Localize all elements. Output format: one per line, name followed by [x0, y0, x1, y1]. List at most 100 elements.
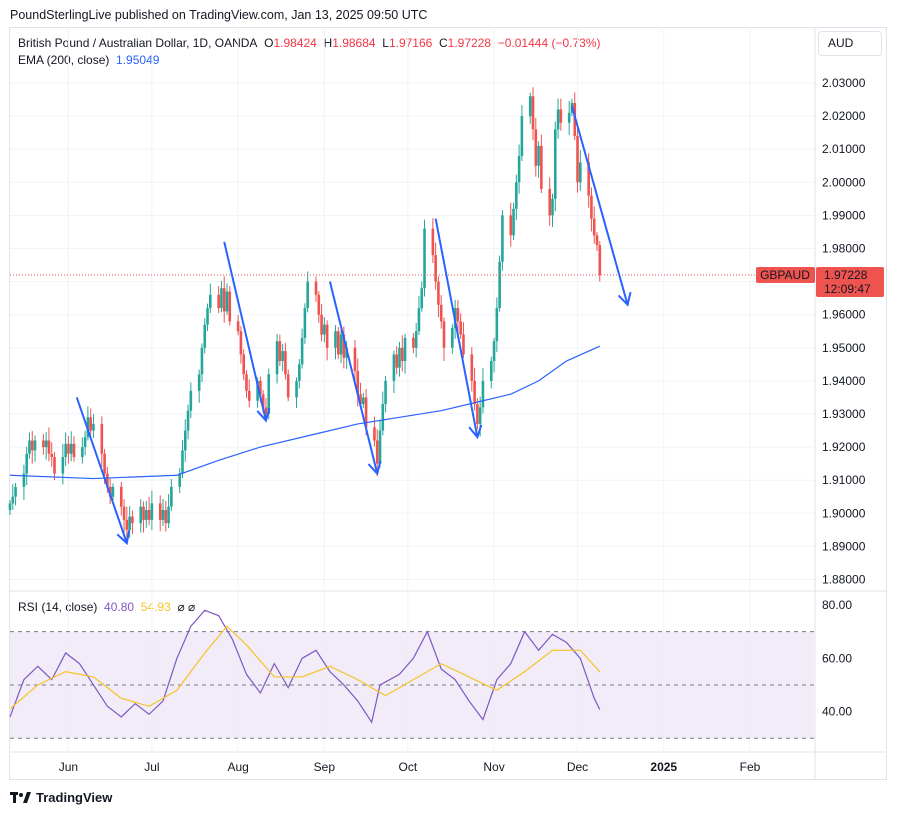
- rsi-tick-label: 60.00: [822, 651, 852, 665]
- candle-body: [553, 129, 557, 199]
- ema-legend[interactable]: EMA (200, close) 1.95049: [18, 53, 159, 67]
- candle-body: [47, 440, 51, 454]
- candle-body: [342, 334, 346, 358]
- candle-body: [30, 440, 34, 451]
- tradingview-logo-icon: [10, 791, 31, 803]
- candle-body: [398, 347, 401, 368]
- candle-body: [267, 374, 271, 414]
- candle-body: [222, 288, 226, 312]
- high-value: 1.98684: [332, 36, 376, 50]
- candle-body: [314, 281, 318, 295]
- candle-body: [489, 361, 493, 381]
- candle-body: [498, 261, 501, 309]
- candle-body: [239, 331, 243, 355]
- currency-button[interactable]: AUD: [818, 31, 882, 56]
- ema-200-line: [9, 345, 601, 480]
- rsi-ma-value: 54.93: [140, 600, 171, 614]
- candle-body: [158, 503, 162, 520]
- candle-body: [481, 380, 485, 408]
- candle-body: [33, 440, 37, 451]
- candle-body: [392, 354, 396, 381]
- candle-body: [595, 235, 599, 246]
- rsi-label: RSI (14, close): [18, 600, 98, 614]
- time-tick-label: Oct: [398, 760, 417, 774]
- candle-body: [459, 321, 462, 335]
- symbol-tag-bg: [756, 266, 815, 283]
- candle-body: [209, 294, 212, 309]
- candle-body: [206, 308, 209, 325]
- candle-body: [247, 390, 251, 401]
- candle-body: [81, 447, 84, 458]
- rsi-legend[interactable]: RSI (14, close) 40.80 54.93 ⌀ ⌀: [18, 600, 195, 614]
- candle-body: [139, 506, 143, 524]
- candle-body: [189, 390, 193, 411]
- candle-body: [501, 215, 504, 262]
- candle-body: [403, 337, 407, 362]
- candle-body: [412, 337, 415, 348]
- candle-body: [186, 410, 190, 431]
- candle-body: [170, 486, 173, 507]
- candle-body: [476, 404, 479, 424]
- candle-body: [417, 308, 421, 332]
- candle-body: [492, 341, 496, 362]
- candle-body: [414, 331, 418, 348]
- chart-frame[interactable]: [9, 27, 887, 780]
- candle-body: [339, 334, 343, 355]
- candle-body: [320, 314, 323, 335]
- candle-body: [509, 215, 513, 236]
- price-tick-label: 1.98000: [822, 242, 866, 256]
- time-tick-label: Dec: [567, 760, 588, 774]
- candle-body: [437, 281, 440, 305]
- candle-body: [125, 519, 129, 530]
- candle-body: [359, 394, 362, 405]
- candle-body: [89, 417, 92, 431]
- candle-body: [11, 496, 15, 504]
- candle-body: [528, 96, 532, 117]
- symbol-legend: British Pound / Australian Dollar, 1D, O…: [18, 36, 600, 50]
- candle-body: [439, 304, 443, 322]
- change-value: −0.01444 (−0.73%): [497, 36, 601, 50]
- candle-body: [534, 129, 538, 166]
- candle-body: [42, 440, 45, 448]
- brand-text: TradingView: [36, 790, 113, 805]
- candle-body: [242, 354, 245, 375]
- price-tick-label: 2.02000: [822, 109, 866, 123]
- candle-body: [592, 218, 596, 236]
- candle-body: [395, 354, 398, 368]
- symbol-title[interactable]: British Pound / Australian Dollar, 1D, O…: [18, 36, 258, 50]
- candle-body: [228, 291, 232, 322]
- candle-body: [197, 374, 201, 391]
- candle-body: [373, 427, 376, 441]
- candle-body: [295, 380, 298, 398]
- time-tick-label: 2025: [650, 760, 677, 774]
- candle-body: [284, 351, 287, 375]
- candle-body: [515, 182, 518, 209]
- price-tick-label: 1.88000: [822, 573, 866, 587]
- candle-body: [362, 397, 365, 405]
- candle-body: [44, 440, 48, 448]
- visibility-icons[interactable]: ⌀ ⌀: [177, 600, 196, 614]
- candle-body: [103, 453, 106, 474]
- candle-body: [478, 407, 482, 424]
- trend-arrow-head: [256, 407, 271, 423]
- close-value: 1.97228: [447, 36, 492, 50]
- trend-arrow-line: [328, 281, 379, 474]
- candle-body: [336, 331, 340, 355]
- time-tick-label: Sep: [314, 760, 336, 774]
- candle-body: [259, 380, 262, 395]
- candle-body: [364, 397, 368, 428]
- candle-body: [14, 486, 17, 497]
- low-value: 1.97166: [388, 36, 433, 50]
- candle-body: [334, 331, 337, 348]
- symbol-tag-label[interactable]: GBPAUD: [760, 268, 810, 282]
- candle-body: [128, 516, 131, 530]
- candle-body: [28, 440, 31, 454]
- trend-arrow-head: [617, 291, 632, 307]
- candle-body: [256, 380, 259, 401]
- trend-arrow-head: [116, 530, 131, 546]
- candle-body: [517, 155, 521, 183]
- price-tick-label: 1.93000: [822, 407, 866, 421]
- footer-brand[interactable]: TradingView: [10, 790, 112, 805]
- candle-body: [72, 443, 76, 458]
- candle-body: [161, 509, 165, 520]
